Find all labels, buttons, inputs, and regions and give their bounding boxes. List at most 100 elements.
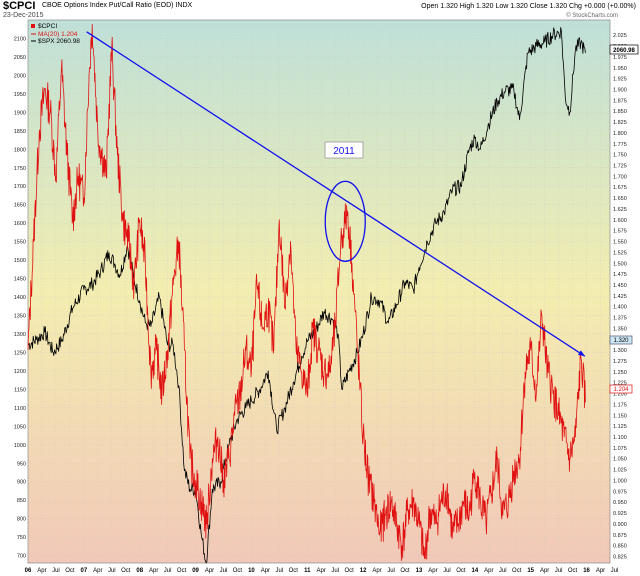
- highlight-ellipse-2011: [324, 180, 366, 262]
- left-tick-label: 1450: [14, 277, 26, 283]
- ohlc-readout: Open 1.320 High 1.320 Low 1.320 Close 1.…: [421, 3, 636, 10]
- left-tick-label: 700: [17, 554, 26, 560]
- right-tick-label: 1.050: [613, 457, 627, 463]
- right-tick-label: 1.700: [613, 174, 627, 180]
- annotation-label: 2011: [333, 146, 355, 157]
- right-tick-label: 1.225: [613, 381, 627, 387]
- left-tick-label: 1100: [14, 406, 26, 412]
- right-tick-label: 1.525: [613, 250, 627, 256]
- left-tick-label: 1800: [14, 147, 26, 153]
- x-tick-label: Jul: [52, 568, 60, 574]
- x-tick-label: Oct: [568, 568, 578, 574]
- legend-swatch-main: [31, 24, 35, 28]
- right-tick-label: 1.250: [613, 370, 627, 376]
- right-tick-label: 1.850: [613, 109, 627, 115]
- right-tick-label: 1.375: [613, 316, 627, 322]
- legend-main-label: $CPCI: [38, 23, 57, 30]
- right-tick-label: 1.450: [613, 283, 627, 289]
- left-tick-label: 1600: [14, 221, 26, 227]
- x-tick-label: 13: [416, 568, 423, 574]
- x-tick-label: Jul: [331, 568, 339, 574]
- x-tick-label: Jul: [611, 568, 619, 574]
- left-tick-label: 2050: [14, 55, 26, 61]
- x-tick-label: Oct: [289, 568, 299, 574]
- chart-symbol: $CPCI: [3, 0, 36, 12]
- x-tick-label: Jul: [276, 568, 284, 574]
- left-tick-label: 1400: [14, 295, 26, 301]
- right-tick-label: 1.075: [613, 446, 627, 452]
- x-tick-label: Oct: [400, 568, 410, 574]
- x-tick-label: Apr: [205, 568, 214, 574]
- left-tick-label: 1200: [14, 369, 26, 375]
- right-tick-label: 1.625: [613, 207, 627, 213]
- x-tick-label: Apr: [484, 568, 493, 574]
- legend-ma-label: MA(20) 1.204: [38, 31, 78, 38]
- chart-description: CBOE Options Index Put/Call Ratio (EOD) …: [42, 2, 193, 9]
- x-tick-label: 14: [471, 568, 478, 574]
- annotation-box: [324, 141, 364, 159]
- x-tick-label: Apr: [149, 568, 158, 574]
- x-tick-label: Oct: [65, 568, 75, 574]
- spx-series-line: [27, 27, 586, 564]
- right-tick-label: 1.000: [613, 478, 627, 484]
- right-tick-label: 1.475: [613, 272, 627, 278]
- left-tick-label: 2100: [14, 36, 26, 42]
- x-tick-label: 08: [136, 568, 143, 574]
- x-tick-label: Oct: [177, 568, 187, 574]
- right-tick-label: 1.650: [613, 196, 627, 202]
- right-tick-label: 1.800: [613, 131, 627, 137]
- right-tick-label: 1.150: [613, 413, 627, 419]
- x-tick-label: 11: [304, 568, 311, 574]
- x-tick-label: 09: [192, 568, 199, 574]
- right-axis-ticks: 0.825 0.850 0.875 0.900 0.925 0.950 0.975 1.000…: [613, 33, 627, 560]
- trend-arrowhead: [577, 350, 585, 357]
- price-tags: 2060.98 1.320 1.204: [609, 44, 639, 394]
- right-tick-label: 1.200: [613, 392, 627, 398]
- x-tick-label: Oct: [233, 568, 243, 574]
- legend-spx-label: $SPX 2060.98: [38, 38, 80, 45]
- x-tick-label: Oct: [512, 568, 522, 574]
- x-tick-label: Apr: [317, 568, 326, 574]
- x-tick-label: Apr: [540, 568, 549, 574]
- x-tick-label: Jul: [220, 568, 228, 574]
- right-tick-label: 1.175: [613, 402, 627, 408]
- left-tick-label: 900: [17, 480, 26, 486]
- right-tick-label: 1.600: [613, 218, 627, 224]
- right-tick-label: 1.575: [613, 229, 627, 235]
- x-tick-label: 15: [527, 568, 534, 574]
- legend: $CPCI MA(20) 1.204 $SPX 2060.98: [31, 23, 80, 45]
- right-tick-label: 1.400: [613, 305, 627, 311]
- cpci-series-line: [27, 23, 586, 561]
- right-tick-label: 1.975: [613, 55, 627, 61]
- x-tick-label: 16: [583, 568, 590, 574]
- spx-tag-box: [609, 44, 639, 55]
- left-tick-label: 1650: [14, 203, 26, 209]
- right-tick-label: 1.350: [613, 326, 627, 332]
- right-tick-label: 0.875: [613, 533, 627, 539]
- x-tick-label: Oct: [121, 568, 131, 574]
- x-tick-label: Jul: [164, 568, 172, 574]
- right-tick-label: 1.725: [613, 164, 627, 170]
- right-tick-label: 1.500: [613, 261, 627, 267]
- x-tick-label: Jul: [499, 568, 507, 574]
- right-tick-label: 1.025: [613, 468, 627, 474]
- right-tick-label: 1.925: [613, 77, 627, 83]
- left-tick-label: 1300: [14, 332, 26, 338]
- x-tick-label: 06: [25, 568, 32, 574]
- right-tick-label: 1.675: [613, 185, 627, 191]
- chart-date: 23-Dec-2015: [3, 12, 44, 19]
- x-tick-label: Apr: [93, 568, 102, 574]
- right-tick-label: 1.125: [613, 424, 627, 430]
- x-tick-label: Oct: [456, 568, 466, 574]
- x-tick-label: Jul: [443, 568, 451, 574]
- right-tick-label: 1.100: [613, 435, 627, 441]
- left-tick-label: 1950: [14, 92, 26, 98]
- right-tick-label: 1.900: [613, 88, 627, 94]
- spx-tag: 2060.98: [613, 48, 635, 54]
- right-tick-label: 1.775: [613, 142, 627, 148]
- cpci-ma-tag: 1.204: [613, 387, 629, 393]
- right-tick-label: 0.975: [613, 489, 627, 495]
- left-tick-label: 1550: [14, 240, 26, 246]
